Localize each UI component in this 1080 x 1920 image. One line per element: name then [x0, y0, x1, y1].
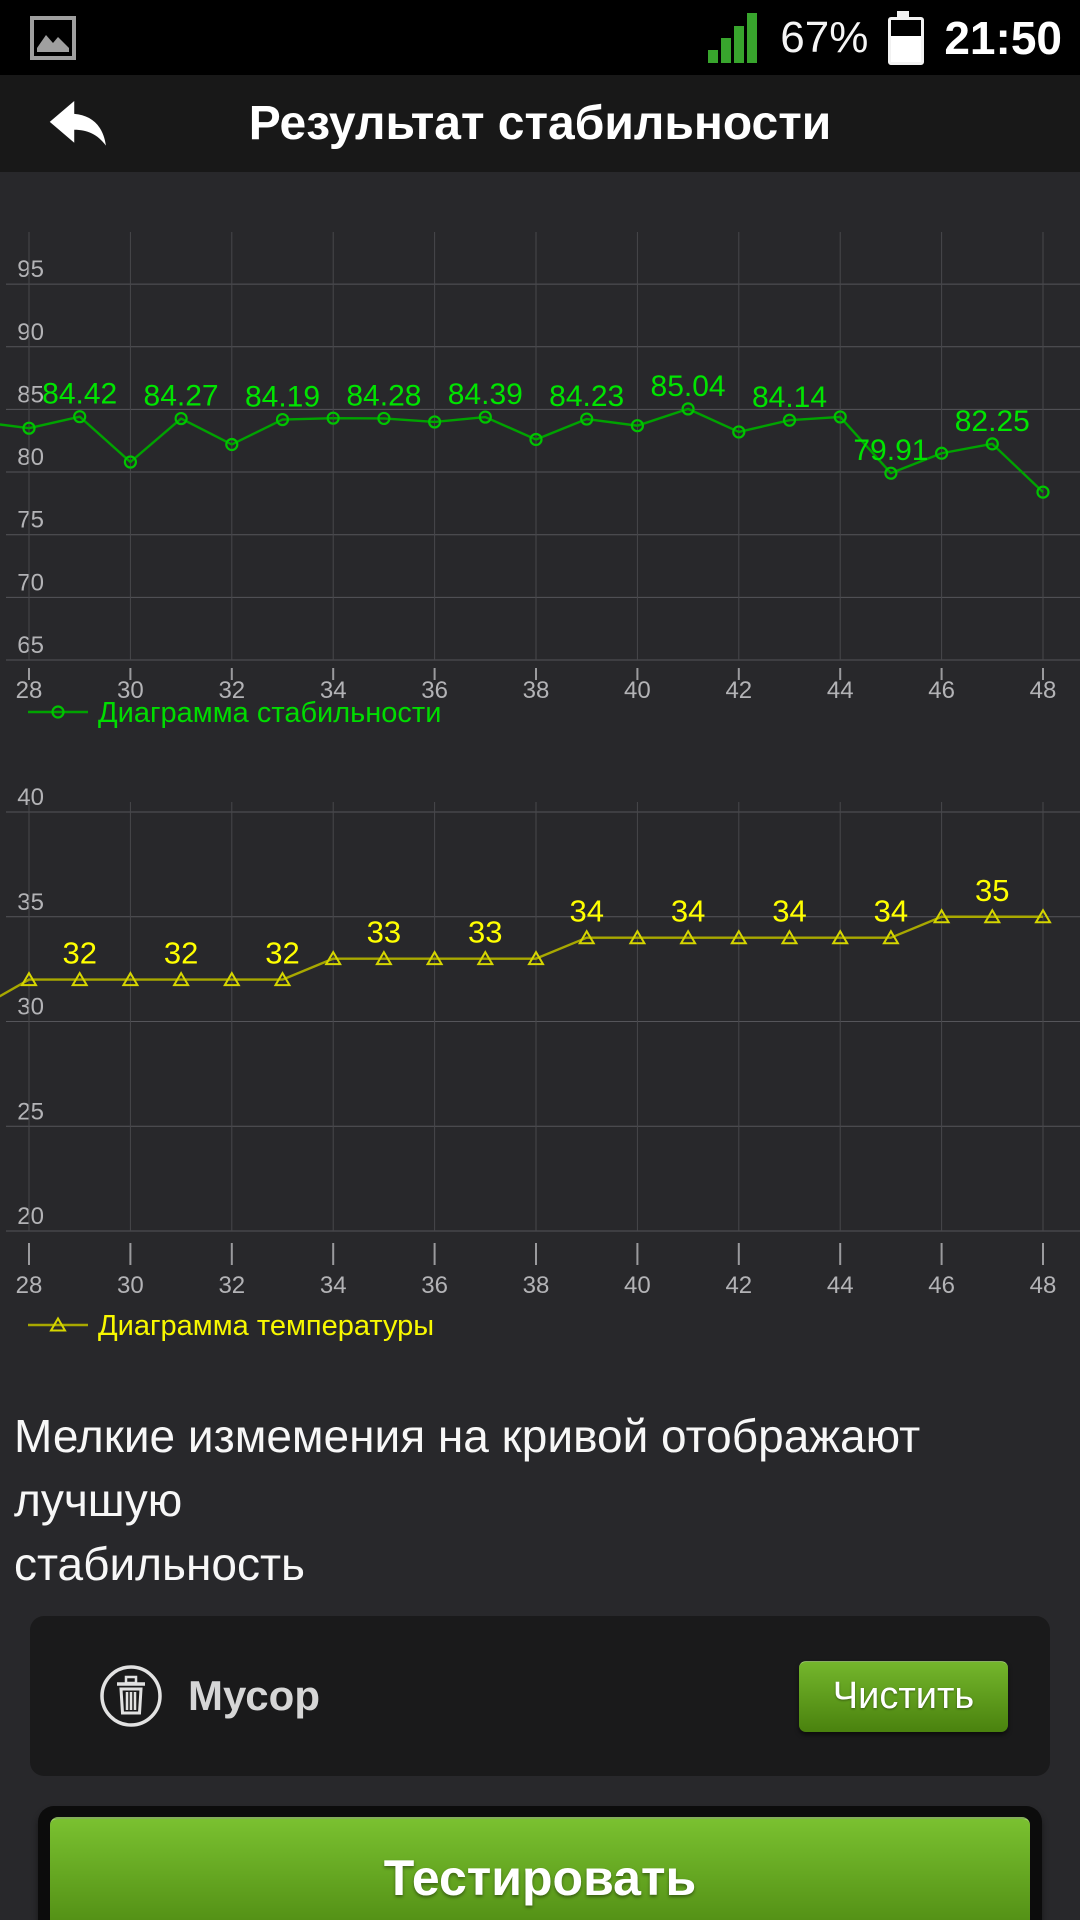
svg-text:33: 33 [367, 915, 401, 950]
svg-text:34: 34 [569, 894, 603, 929]
note-line: стабильность [14, 1538, 306, 1590]
test-button-frame: Тестировать [38, 1806, 1042, 1920]
svg-text:25: 25 [17, 1098, 44, 1125]
svg-text:28: 28 [16, 1272, 43, 1299]
svg-text:35: 35 [975, 873, 1009, 908]
svg-text:90: 90 [17, 319, 44, 346]
svg-text:36: 36 [421, 677, 448, 704]
svg-text:32: 32 [62, 936, 96, 971]
svg-text:84.27: 84.27 [144, 380, 219, 413]
svg-text:30: 30 [117, 1272, 144, 1299]
svg-text:33: 33 [468, 915, 502, 950]
page-title: Результат стабильности [248, 97, 832, 150]
svg-text:46: 46 [928, 677, 955, 704]
trash-icon [100, 1665, 162, 1727]
svg-text:30: 30 [17, 994, 44, 1021]
clean-button[interactable]: Чистить [799, 1660, 1008, 1732]
note-line: Мелкие измемения на кривой отображают лу… [14, 1410, 921, 1526]
svg-text:Диаграмма стабильности: Диаграмма стабильности [98, 697, 441, 729]
svg-text:32: 32 [218, 677, 245, 704]
back-button[interactable] [44, 93, 116, 155]
status-indicators: 67% 21:50 [708, 10, 1080, 65]
svg-text:46: 46 [928, 1272, 955, 1299]
test-button[interactable]: Тестировать [50, 1817, 1030, 1920]
trash-label: Мусор [188, 1672, 320, 1719]
svg-text:84.14: 84.14 [752, 381, 827, 414]
svg-text:28: 28 [16, 677, 43, 704]
svg-text:75: 75 [17, 507, 44, 534]
svg-text:42: 42 [725, 677, 752, 704]
svg-text:34: 34 [320, 1272, 347, 1299]
trash-panel: Мусор Чистить [30, 1616, 1050, 1776]
svg-text:36: 36 [421, 1272, 448, 1299]
svg-text:65: 65 [17, 632, 44, 659]
svg-text:85.04: 85.04 [651, 370, 726, 403]
svg-text:Диаграмма температуры: Диаграмма температуры [98, 1310, 434, 1342]
svg-text:32: 32 [265, 936, 299, 971]
svg-text:32: 32 [164, 936, 198, 971]
status-bar: 67% 21:50 [0, 0, 1080, 75]
svg-text:42: 42 [725, 1272, 752, 1299]
clock: 21:50 [944, 11, 1062, 64]
svg-text:38: 38 [523, 677, 550, 704]
svg-text:40: 40 [624, 677, 651, 704]
svg-text:34: 34 [772, 894, 806, 929]
svg-text:35: 35 [17, 889, 44, 916]
svg-text:70: 70 [17, 569, 44, 596]
svg-text:40: 40 [17, 784, 44, 811]
stability-chart: 95 90 85 80 75 70 65 28 30 32 34 36 38 40 42 44 46 48 84.4… [0, 232, 1080, 729]
battery-percent: 67% [780, 12, 869, 62]
svg-text:85: 85 [17, 381, 44, 408]
svg-text:34: 34 [320, 677, 347, 704]
svg-text:34: 34 [671, 894, 705, 929]
svg-text:44: 44 [827, 1272, 854, 1299]
signal-strength-icon [708, 12, 758, 63]
svg-text:20: 20 [17, 1203, 44, 1230]
svg-text:82.25: 82.25 [955, 405, 1030, 438]
svg-text:34: 34 [874, 894, 908, 929]
header: Результат стабильности [0, 75, 1080, 172]
temperature-chart: 40 35 30 25 20 28 30 32 34 36 38 40 42 44 46 48 32 32 32 33… [0, 784, 1080, 1342]
svg-text:84.28: 84.28 [346, 379, 421, 412]
svg-text:84.42: 84.42 [42, 378, 117, 411]
battery-icon [888, 10, 925, 65]
svg-text:84.39: 84.39 [448, 378, 523, 411]
svg-text:95: 95 [17, 256, 44, 283]
svg-text:32: 32 [218, 1272, 245, 1299]
svg-text:38: 38 [523, 1272, 550, 1299]
gallery-icon [30, 15, 76, 60]
note-text: Мелкие измемения на кривой отображают лу… [14, 1404, 1064, 1596]
svg-text:79.91: 79.91 [853, 434, 928, 467]
svg-text:44: 44 [827, 677, 854, 704]
svg-text:48: 48 [1030, 1272, 1057, 1299]
svg-text:40: 40 [624, 1272, 651, 1299]
svg-text:84.23: 84.23 [549, 380, 624, 413]
svg-text:30: 30 [117, 677, 144, 704]
svg-text:84.19: 84.19 [245, 381, 320, 414]
svg-text:48: 48 [1030, 677, 1057, 704]
svg-text:80: 80 [17, 444, 44, 471]
